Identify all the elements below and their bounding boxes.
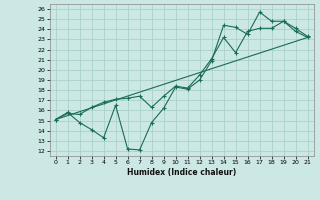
X-axis label: Humidex (Indice chaleur): Humidex (Indice chaleur)	[127, 168, 236, 177]
